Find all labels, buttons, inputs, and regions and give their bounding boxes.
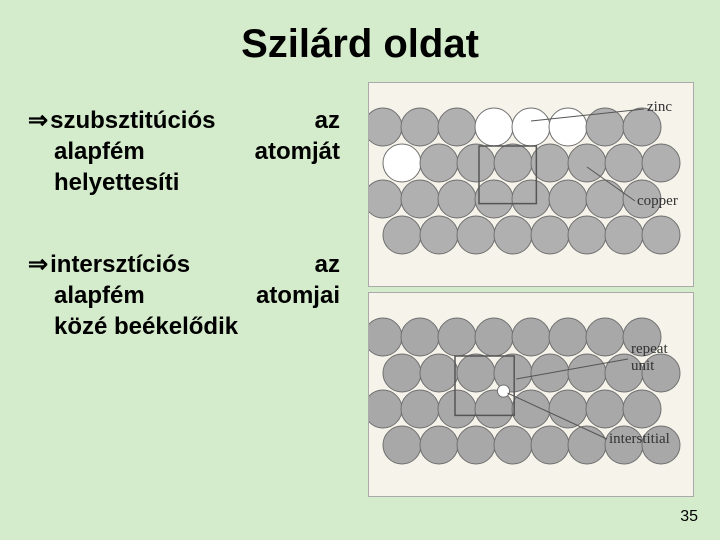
arrow-icon: ⇒: [28, 105, 48, 136]
bullet1-rest1: az: [315, 105, 340, 136]
content-area: ⇒szubsztitúciós az alapfém atomját helye…: [0, 77, 720, 502]
bullet1-term: szubsztitúciós: [50, 107, 215, 134]
bullet1-line2b: atomját: [255, 136, 340, 167]
svg-text:repeat: repeat: [631, 341, 668, 357]
svg-text:unit: unit: [631, 358, 655, 374]
bullet1-line3: helyettesíti: [28, 167, 340, 198]
slide-title: Szilárd oldat: [0, 0, 720, 77]
diagram-substitutional: zinc copper: [368, 82, 694, 287]
diagram-column: zinc copper repeatunit interstitial: [340, 77, 700, 502]
svg-text:zinc: zinc: [647, 99, 672, 115]
text-column: ⇒szubsztitúciós az alapfém atomját helye…: [20, 77, 340, 502]
interstitial-svg: repeatunit interstitial: [369, 293, 695, 498]
bullet1-line2a: alapfém: [54, 136, 145, 167]
slide-number: 35: [680, 508, 698, 526]
diagram-interstitial: repeatunit interstitial: [368, 292, 694, 497]
bullet2-line2b: atomjai: [256, 280, 340, 311]
svg-text:copper: copper: [637, 193, 678, 209]
bullet2-term: intersztíciós: [50, 251, 190, 278]
substitutional-svg: zinc copper: [369, 83, 695, 288]
bullet-interstitial: ⇒intersztíciós az alapfém atomjai közé b…: [28, 249, 340, 343]
svg-text:interstitial: interstitial: [609, 431, 670, 447]
bullet2-rest1: az: [315, 249, 340, 280]
arrow-icon: ⇒: [28, 249, 48, 280]
bullet2-line3: közé beékelődik: [28, 311, 340, 342]
bullet-substitutional: ⇒szubsztitúciós az alapfém atomját helye…: [28, 105, 340, 199]
bullet2-line2a: alapfém: [54, 280, 145, 311]
